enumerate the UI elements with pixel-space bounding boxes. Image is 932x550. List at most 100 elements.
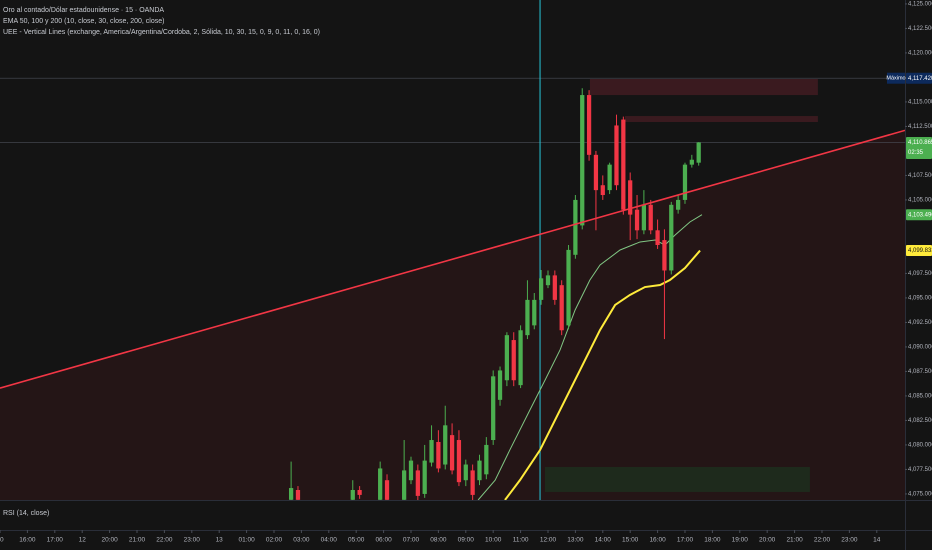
x-tick-label: 22:00 bbox=[156, 537, 173, 544]
candle-body bbox=[357, 490, 362, 495]
legend-line: EMA 50, 100 y 200 (10, close, 30, close,… bbox=[3, 18, 164, 25]
legend-line: UEE - Vertical Lines (exchange, America/… bbox=[3, 29, 320, 36]
candle-body bbox=[621, 119, 626, 210]
y-tick-label: 4,075.000 bbox=[908, 492, 932, 498]
candle-body bbox=[559, 285, 564, 331]
x-tick-label: 08:00 bbox=[430, 537, 447, 544]
candle-body bbox=[696, 142, 701, 163]
x-tick-label: 03:00 bbox=[293, 537, 310, 544]
y-tick-label: 4,082.500 bbox=[908, 418, 932, 424]
y-tick-label: 4,097.500 bbox=[908, 271, 932, 277]
x-tick-label: 22:00 bbox=[814, 537, 831, 544]
candle-body bbox=[350, 490, 355, 500]
candle-body bbox=[384, 480, 390, 500]
candle-body bbox=[628, 180, 633, 215]
candle-body bbox=[600, 185, 605, 196]
candle-body bbox=[689, 159, 694, 165]
candle-body bbox=[682, 164, 688, 200]
candle-body bbox=[449, 435, 455, 471]
zone bbox=[624, 116, 818, 123]
candle-body bbox=[669, 204, 674, 271]
x-tick-label: 11:00 bbox=[513, 537, 529, 544]
x-tick-label: 04:00 bbox=[321, 537, 338, 544]
y-tick-label: 4,120.000 bbox=[908, 50, 932, 56]
candle-body bbox=[566, 249, 571, 326]
y-tick-label: 4,125.000 bbox=[908, 1, 932, 7]
x-tick-label: 13 bbox=[216, 537, 224, 544]
y-tick-label: 4,085.000 bbox=[908, 394, 932, 400]
candle-body bbox=[573, 199, 578, 255]
candle-body bbox=[648, 204, 653, 231]
candle-body bbox=[422, 460, 427, 494]
x-tick-label: 13:00 bbox=[567, 537, 584, 544]
candle-body bbox=[634, 209, 640, 231]
y-tick-label: 4,095.000 bbox=[908, 296, 932, 302]
x-tick-label: 14 bbox=[873, 537, 881, 544]
candle-body bbox=[295, 490, 301, 500]
x-tick-label: 20:00 bbox=[759, 537, 776, 544]
y-tick-label: 4,092.500 bbox=[908, 320, 932, 326]
zone bbox=[544, 466, 810, 492]
candle-body bbox=[456, 440, 462, 483]
trendline-shade bbox=[0, 130, 905, 500]
x-tick-label: 02:00 bbox=[266, 537, 283, 544]
candle-body bbox=[545, 275, 551, 286]
y-tick-label: 4,087.500 bbox=[908, 369, 932, 375]
x-tick-label: 19:00 bbox=[732, 537, 749, 544]
candle-body bbox=[415, 470, 420, 496]
y-tick-label: 4,080.000 bbox=[908, 443, 932, 449]
y-tick-label: 4,090.000 bbox=[908, 345, 932, 351]
y-tick-label: 4,112.500 bbox=[908, 124, 932, 130]
candle-body bbox=[580, 95, 585, 226]
plot-area bbox=[0, 0, 905, 500]
candle-body bbox=[504, 335, 510, 381]
price-label: 4,103.490 bbox=[908, 212, 932, 218]
price-label-box bbox=[906, 72, 932, 84]
candle-body bbox=[539, 278, 544, 300]
candle-body bbox=[525, 299, 530, 336]
candle-body bbox=[429, 440, 434, 463]
x-tick-label: 23:00 bbox=[841, 537, 858, 544]
candle-body bbox=[552, 275, 557, 300]
x-tick-label: 12:00 bbox=[540, 537, 557, 544]
y-tick-label: 4,077.500 bbox=[908, 467, 932, 473]
x-tick-label: 10:00 bbox=[485, 537, 502, 544]
x-tick-label: 21:00 bbox=[129, 537, 146, 544]
candle-body bbox=[607, 164, 612, 191]
ema-line bbox=[504, 249, 701, 500]
x-tick-label: 12 bbox=[79, 537, 87, 544]
x-tick-label: 16:00 bbox=[649, 537, 666, 544]
x-tick-label: 17:00 bbox=[47, 537, 64, 544]
x-tick-label: 16:00 bbox=[19, 537, 36, 544]
candle-body bbox=[497, 370, 503, 400]
x-tick-label: 20:00 bbox=[101, 537, 118, 544]
x-tick-label: 06:00 bbox=[375, 537, 392, 544]
x-tick-label: 15:00 bbox=[622, 537, 639, 544]
candle-body bbox=[477, 460, 482, 481]
x-tick-label: 00 bbox=[0, 537, 4, 544]
y-tick-label: 4,107.500 bbox=[908, 173, 932, 179]
x-tick-label: 01:00 bbox=[238, 537, 255, 544]
price-label-box bbox=[906, 245, 932, 257]
candle-body bbox=[288, 488, 294, 500]
y-tick-label: 4,122.500 bbox=[908, 26, 932, 32]
price-label: 4,110.865 bbox=[908, 140, 932, 146]
candle-body bbox=[463, 464, 468, 481]
candle-body bbox=[662, 240, 667, 271]
x-tick-label: 09:00 bbox=[458, 537, 475, 544]
pane-label: RSI (14, close) bbox=[3, 510, 49, 517]
trendline bbox=[0, 129, 905, 389]
candle-body bbox=[470, 470, 475, 495]
candle-body bbox=[378, 468, 383, 500]
price-tag: Máximo bbox=[886, 76, 905, 82]
candle-body bbox=[436, 441, 441, 469]
price-label: 4,099.833 bbox=[908, 248, 932, 254]
price-label-box bbox=[906, 136, 932, 159]
price-tag-box bbox=[887, 72, 905, 84]
candle-body bbox=[532, 299, 537, 326]
candle-body bbox=[484, 444, 489, 475]
price-label: 4,117.420 bbox=[908, 76, 932, 82]
y-tick-label: 4,115.000 bbox=[908, 99, 932, 105]
